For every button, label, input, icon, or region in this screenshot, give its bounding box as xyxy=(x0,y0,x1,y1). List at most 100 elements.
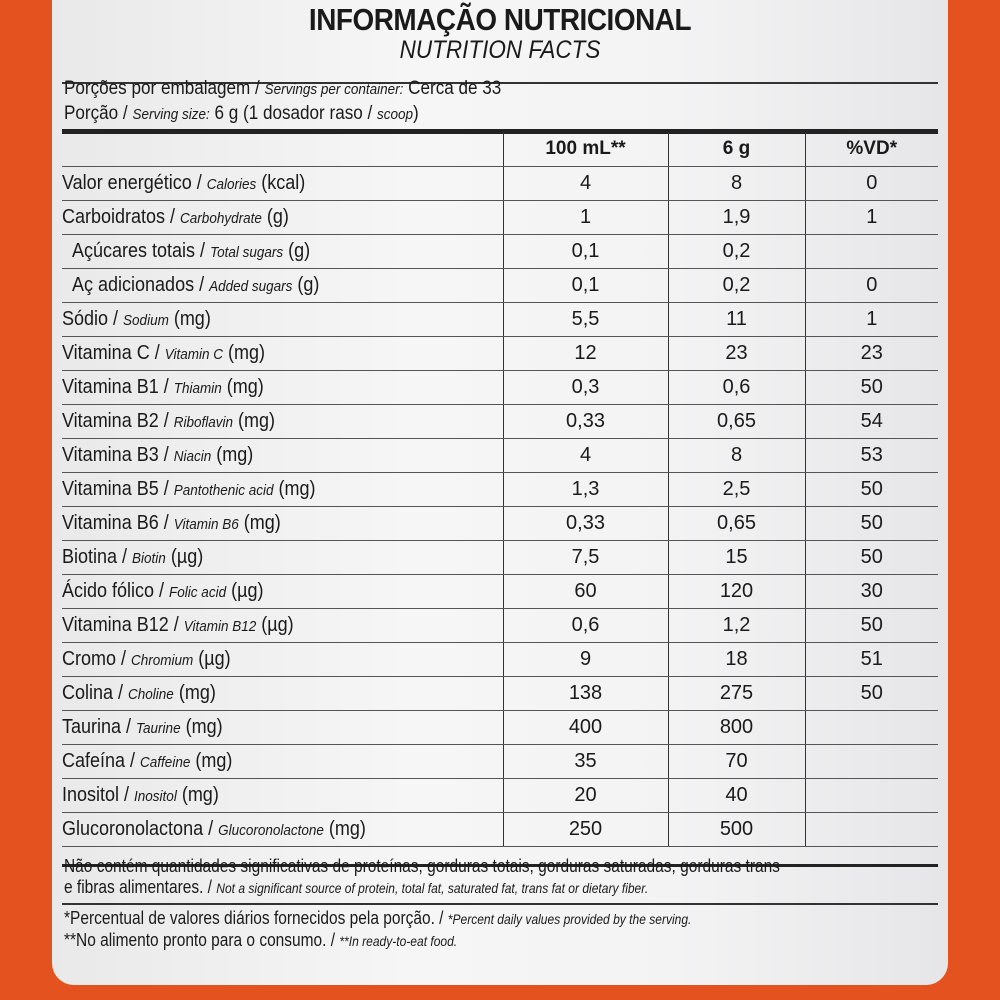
nutrient-name-en: Vitamin B12 xyxy=(183,618,257,635)
nutrient-name-en: Inositol xyxy=(134,788,177,805)
value-v100: 20 xyxy=(502,778,668,813)
value-vd: 50 xyxy=(804,676,938,711)
value-v6: 0,6 xyxy=(667,370,805,405)
value-v100: 35 xyxy=(502,744,668,779)
value-vd: 50 xyxy=(804,608,938,643)
value-vd: 30 xyxy=(804,574,938,609)
nutrient-unit: (µg) xyxy=(256,614,294,636)
value-v100: 9 xyxy=(502,642,668,677)
nutrient-name-en: Biotin xyxy=(132,550,166,567)
value-v6: 40 xyxy=(667,778,805,813)
nutrient-name: Inositol / xyxy=(62,784,135,806)
nutrient-name: Taurina / xyxy=(62,716,137,738)
divider xyxy=(62,903,938,905)
value-vd: 51 xyxy=(804,642,938,677)
value-v100: 4 xyxy=(502,166,668,201)
nutrient-unit: (mg) xyxy=(238,512,281,534)
column-header: 100 mL** xyxy=(502,132,668,167)
divider xyxy=(62,864,938,867)
nutrient-name: Valor energético / xyxy=(62,172,207,194)
nutrient-name: Vitamina B5 / xyxy=(62,478,174,500)
nutrient-unit: (µg) xyxy=(226,580,264,602)
serving-size: Porção / Serving size: 6 g (1 dosador ra… xyxy=(64,103,419,124)
nutrient-label: Glucoronolactona / Glucoronolactone (mg) xyxy=(62,812,503,847)
table-row: Taurina / Taurine (mg) 400 800 xyxy=(62,710,938,745)
divider xyxy=(62,82,938,84)
value-vd: 50 xyxy=(804,472,938,507)
value-v6: 11 xyxy=(667,302,805,337)
value-v100: 0,33 xyxy=(502,506,668,541)
value-vd xyxy=(804,234,938,269)
value-v6: 1,2 xyxy=(667,608,805,643)
nutrient-label: Açúcares totais / Total sugars (g) xyxy=(62,234,503,269)
value-v6: 500 xyxy=(667,812,805,847)
value-v100: 60 xyxy=(502,574,668,609)
nutrient-unit: (mg) xyxy=(176,784,219,806)
value-v6: 0,2 xyxy=(667,234,805,269)
nutrient-unit: (mg) xyxy=(190,750,233,772)
nutrient-name-en: Riboflavin xyxy=(173,414,234,431)
value-vd: 0 xyxy=(804,166,938,201)
nutrient-name-en: Caffeine xyxy=(140,754,191,771)
value-v100: 0,1 xyxy=(502,234,668,269)
table-row: Cromo / Chromium (µg) 9 18 51 xyxy=(62,642,938,677)
table-row: Açúcares totais / Total sugars (g) 0,1 0,2 xyxy=(62,234,938,269)
nutrient-unit: (mg) xyxy=(221,376,264,398)
table-row: Vitamina B2 / Riboflavin (mg) 0,33 0,65 54 xyxy=(62,404,938,439)
table-row: Ácido fólico / Folic acid (µg) 60 120 30 xyxy=(62,574,938,609)
footnote-line: *Percentual de valores diários fornecido… xyxy=(64,908,692,928)
table-row: Valor energético / Calories (kcal) 4 8 0 xyxy=(62,166,938,201)
nutrition-table: 100 mL** 6 g %VD* Valor energético / Cal… xyxy=(62,132,938,847)
nutrient-label: Cromo / Chromium (µg) xyxy=(62,642,503,677)
nutrient-label: Biotina / Biotin (µg) xyxy=(62,540,503,575)
nutrient-label: Inositol / Inositol (mg) xyxy=(62,778,503,813)
nutrient-label: Vitamina B3 / Niacin (mg) xyxy=(62,438,503,473)
value-vd: 1 xyxy=(804,200,938,235)
nutrient-label: Vitamina B1 / Thiamin (mg) xyxy=(62,370,503,405)
nutrient-label: Carboidratos / Carbohydrate (g) xyxy=(62,200,503,235)
nutrient-label: Vitamina B6 / Vitamin B6 (mg) xyxy=(62,506,503,541)
nutrient-label: Cafeína / Caffeine (mg) xyxy=(62,744,503,779)
table-row: Carboidratos / Carbohydrate (g) 1 1,9 1 xyxy=(62,200,938,235)
nutrient-unit: (g) xyxy=(283,240,311,262)
value-v100: 4 xyxy=(502,438,668,473)
nutrient-name-en: Carbohydrate xyxy=(180,210,262,227)
nutrient-name: Colina / xyxy=(62,682,129,704)
nutrient-name-en: Vitamin B6 xyxy=(173,516,239,533)
nutrient-label: Valor energético / Calories (kcal) xyxy=(62,166,503,201)
label-subtitle: NUTRITION FACTS xyxy=(399,36,601,64)
table-row: Inositol / Inositol (mg) 20 40 xyxy=(62,778,938,813)
value-v6: 8 xyxy=(667,438,805,473)
nutrient-name-en: Taurine xyxy=(136,720,181,737)
value-v100: 0,1 xyxy=(502,268,668,303)
value-vd: 50 xyxy=(804,370,938,405)
label-title: INFORMAÇÃO NUTRICIONAL xyxy=(308,2,692,37)
value-vd: 0 xyxy=(804,268,938,303)
table-row: Vitamina B6 / Vitamin B6 (mg) 0,33 0,65 50 xyxy=(62,506,938,541)
nutrient-unit: (kcal) xyxy=(256,172,306,194)
nutrient-unit: (mg) xyxy=(211,444,254,466)
value-v6: 8 xyxy=(667,166,805,201)
nutrient-label: Vitamina B2 / Riboflavin (mg) xyxy=(62,404,503,439)
nutrient-name-en: Calories xyxy=(206,176,257,193)
nutrient-label: Vitamina C / Vitamin C (mg) xyxy=(62,336,503,371)
nutrient-name-en: Sodium xyxy=(123,312,169,329)
column-header xyxy=(62,132,503,167)
value-vd: 50 xyxy=(804,540,938,575)
value-v6: 0,2 xyxy=(667,268,805,303)
nutrient-label: Taurina / Taurine (mg) xyxy=(62,710,503,745)
value-v100: 7,5 xyxy=(502,540,668,575)
nutrient-name: Vitamina B12 / xyxy=(62,614,184,636)
nutrient-name: Sódio / xyxy=(62,308,124,330)
nutrition-label: INFORMAÇÃO NUTRICIONAL NUTRITION FACTS P… xyxy=(52,0,948,985)
value-vd: 54 xyxy=(804,404,938,439)
value-v6: 70 xyxy=(667,744,805,779)
nutrient-name: Ácido fólico / xyxy=(62,580,170,602)
nutrient-name-en: Added sugars xyxy=(209,278,293,295)
nutrient-name: Vitamina C / xyxy=(62,342,165,364)
nutrient-unit: (µg) xyxy=(193,648,231,670)
value-v100: 250 xyxy=(502,812,668,847)
nutrient-label: Ácido fólico / Folic acid (µg) xyxy=(62,574,503,609)
table-row: Cafeína / Caffeine (mg) 35 70 xyxy=(62,744,938,779)
value-v6: 1,9 xyxy=(667,200,805,235)
